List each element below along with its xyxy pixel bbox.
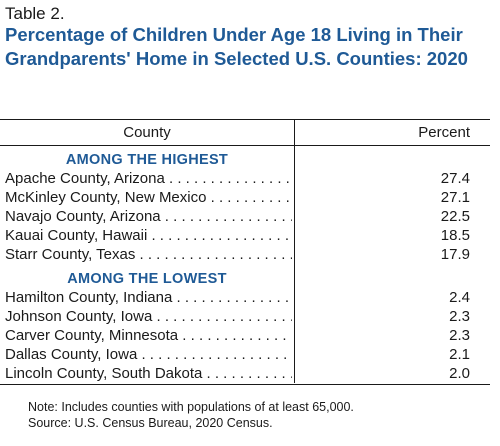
table-row: Lincoln County, South Dakota 2.0 (0, 364, 490, 383)
table-row: McKinley County, New Mexico 27.1 (0, 188, 490, 207)
percent-value: 22.5 (440, 208, 470, 225)
county-name: Dallas County, Iowa (5, 345, 292, 364)
county-name: Carver County, Minnesota (5, 326, 292, 345)
header-top-rule (0, 119, 490, 120)
column-header-percent: Percent (418, 124, 470, 141)
percent-value: 27.1 (440, 189, 470, 206)
county-name: Johnson County, Iowa (5, 307, 292, 326)
table-bottom-rule (0, 384, 490, 385)
table-row: Kauai County, Hawaii 18.5 (0, 226, 490, 245)
county-name: Apache County, Arizona (5, 169, 292, 188)
county-name: Navajo County, Arizona (5, 207, 292, 226)
percent-value: 17.9 (440, 246, 470, 263)
table-note: Note: Includes counties with populations… (28, 399, 354, 431)
table-row: Dallas County, Iowa 2.1 (0, 345, 490, 364)
county-name: McKinley County, New Mexico (5, 188, 292, 207)
table-row: Starr County, Texas 17.9 (0, 245, 490, 264)
percent-value: 2.1 (449, 346, 470, 363)
table-label: Table 2. (5, 4, 65, 23)
percent-value: 27.4 (440, 170, 470, 187)
header-bottom-rule (0, 145, 490, 146)
table-row: Johnson County, Iowa 2.3 (0, 307, 490, 326)
county-name: Starr County, Texas (5, 245, 292, 264)
county-name: Lincoln County, South Dakota (5, 364, 292, 383)
column-header-county: County (123, 124, 171, 141)
percent-value: 2.4 (449, 289, 470, 306)
note-text: Note: Includes counties with populations… (28, 400, 354, 414)
source-text: Source: U.S. Census Bureau, 2020 Census. (28, 416, 273, 430)
table-row: Hamilton County, Indiana 2.4 (0, 288, 490, 307)
county-name: Hamilton County, Indiana (5, 288, 292, 307)
table-title: Percentage of Children Under Age 18 Livi… (5, 24, 468, 69)
county-name: Kauai County, Hawaii (5, 226, 292, 245)
table-row: Carver County, Minnesota 2.3 (0, 326, 490, 345)
group-heading-lowest: AMONG THE LOWEST (67, 271, 227, 287)
percent-value: 2.0 (449, 365, 470, 382)
column-divider (294, 120, 295, 383)
table-row: Apache County, Arizona 27.4 (0, 169, 490, 188)
percent-value: 2.3 (449, 308, 470, 325)
percent-value: 2.3 (449, 327, 470, 344)
table-row: Navajo County, Arizona 22.5 (0, 207, 490, 226)
percent-value: 18.5 (440, 227, 470, 244)
group-heading-highest: AMONG THE HIGHEST (65, 152, 229, 168)
